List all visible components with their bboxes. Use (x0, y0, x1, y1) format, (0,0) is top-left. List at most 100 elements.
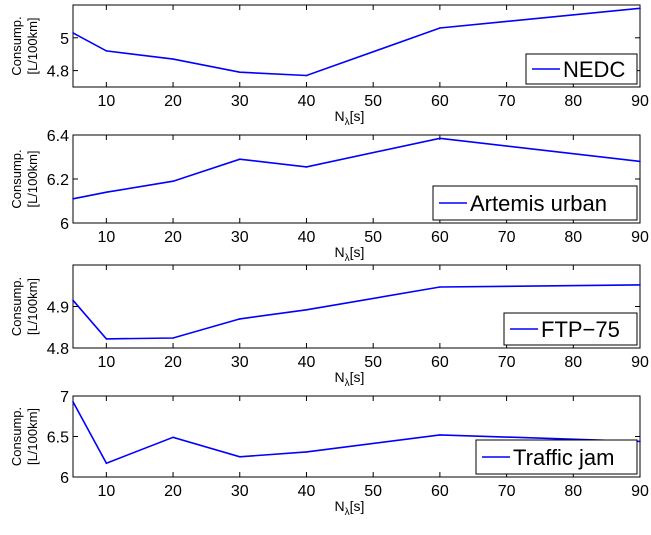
x-axis-label-subscript: λ (345, 253, 350, 264)
x-tick-label: 50 (364, 354, 382, 371)
y-tick-label: 6 (60, 216, 69, 233)
legend: Traffic jam (475, 439, 638, 475)
x-axis-label-subscript: λ (345, 117, 350, 128)
x-tick-label: 30 (231, 229, 249, 246)
x-tick-label: 80 (564, 483, 582, 500)
x-tick-label: 90 (631, 483, 649, 500)
x-tick-label: 40 (298, 229, 316, 246)
data-point (72, 198, 74, 200)
chart-panel-3: 10 20 30 40 50 60 70 80 90 4.8 4.9 Consump. [L/100km… (9, 264, 649, 389)
x-axis-label-subscript: λ (345, 507, 350, 518)
legend: NEDC (525, 53, 638, 85)
legend: FTP−75 (503, 312, 638, 346)
y-tick-label: 6.4 (47, 128, 69, 145)
legend-label: Traffic jam (513, 445, 614, 470)
data-point (172, 436, 174, 439)
y-axis-unit-label: [L/100km] (25, 17, 40, 74)
x-tick-label: 20 (164, 93, 182, 110)
y-tick-label: 4.8 (47, 64, 69, 81)
x-axis-label: Nλ[s] (335, 108, 365, 128)
axes-box (72, 4, 641, 88)
data-point (305, 309, 308, 311)
data-point (172, 337, 174, 339)
data-point (305, 74, 308, 77)
chart-panel-1: 10 20 30 40 50 60 70 80 90 4.8 5 Consump. [L/100km] N… (9, 4, 649, 128)
x-tick-label: 30 (231, 354, 249, 371)
legend-label: FTP−75 (541, 317, 620, 342)
x-tick-label: 60 (431, 483, 449, 500)
x-axis-label-main: N (335, 108, 345, 124)
y-tick-label: 7 (60, 389, 69, 406)
x-tick-label: 20 (164, 354, 182, 371)
x-axis-label-unit: [s] (350, 108, 365, 124)
y-axis-unit-label: [L/100km] (25, 150, 40, 207)
data-point (639, 284, 641, 286)
x-tick-label: 50 (364, 229, 382, 246)
data-point (172, 58, 174, 60)
x-tick-label: 60 (431, 93, 449, 110)
x-tick-label: 10 (97, 483, 115, 500)
data-point (238, 455, 241, 458)
data-point (639, 7, 641, 10)
x-tick-label: 90 (631, 229, 649, 246)
y-axis-label: Consump. (9, 149, 24, 208)
y-tick-label: 6 (60, 470, 69, 487)
x-tick-label: 60 (431, 229, 449, 246)
x-tick-label: 60 (431, 354, 449, 371)
data-point (105, 50, 108, 52)
y-tick-label: 4.9 (47, 300, 69, 317)
chart-panel-4: 10 20 30 40 50 60 70 80 90 6 6.5 7 Consump. [L/100km]… (9, 389, 649, 518)
y-tick-label: 6.5 (47, 430, 69, 447)
y-tick-label: 5 (60, 31, 69, 48)
x-tick-label: 10 (97, 354, 115, 371)
x-tick-label: 30 (231, 483, 249, 500)
x-tick-label: 10 (97, 229, 115, 246)
data-point (72, 32, 74, 34)
x-tick-label: 30 (231, 93, 249, 110)
legend: Artemis urban (432, 185, 638, 221)
data-point (639, 160, 641, 163)
x-tick-label: 80 (564, 93, 582, 110)
x-tick-label: 50 (364, 483, 382, 500)
data-point (439, 27, 441, 29)
x-tick-label: 70 (498, 354, 516, 371)
y-axis-unit-label: [L/100km] (25, 278, 40, 335)
data-point (105, 462, 108, 465)
x-axis-label-main: N (335, 498, 345, 514)
legend-label: NEDC (563, 57, 625, 82)
x-tick-label: 70 (498, 93, 516, 110)
x-axis-label-unit: [s] (350, 498, 365, 514)
legend-label: Artemis urban (470, 191, 607, 216)
data-point (238, 71, 241, 74)
x-axis-label: Nλ[s] (335, 369, 365, 389)
x-axis-label-main: N (335, 369, 345, 385)
data-point (439, 434, 441, 436)
data-point (305, 166, 308, 168)
x-axis-label: Nλ[s] (335, 498, 365, 518)
x-axis-label-unit: [s] (350, 244, 365, 260)
x-axis-label-unit: [s] (350, 369, 365, 385)
data-point (439, 137, 441, 140)
x-tick-label: 70 (498, 483, 516, 500)
data-point (105, 338, 108, 340)
data-point (639, 440, 641, 443)
y-tick-label: 4.8 (47, 341, 69, 358)
x-axis-label-subscript: λ (345, 378, 350, 389)
data-point (238, 158, 241, 160)
x-tick-label: 40 (298, 483, 316, 500)
data-point (105, 191, 108, 193)
x-tick-label: 50 (364, 93, 382, 110)
y-axis-label: Consump. (9, 407, 24, 466)
x-tick-label: 40 (298, 93, 316, 110)
data-point (172, 180, 174, 182)
y-axis-label: Consump. (9, 277, 24, 336)
x-tick-label: 40 (298, 354, 316, 371)
y-axis-unit-label: [L/100km] (25, 408, 40, 465)
x-tick-label: 20 (164, 483, 182, 500)
data-point (439, 286, 441, 288)
y-axis-label: Consump. (9, 16, 24, 75)
x-axis-label: Nλ[s] (335, 244, 365, 264)
x-tick-label: 90 (631, 354, 649, 371)
x-tick-label: 20 (164, 229, 182, 246)
